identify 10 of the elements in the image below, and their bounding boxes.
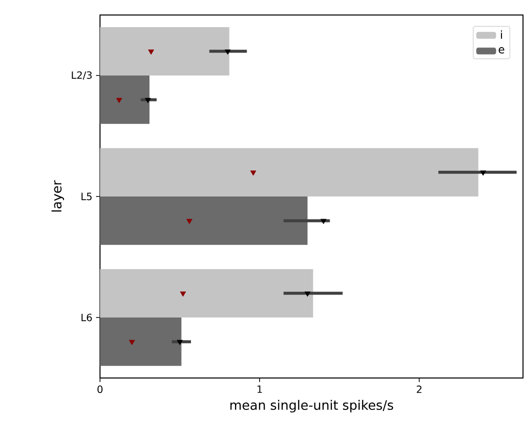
legend-label: i: [500, 30, 502, 39]
legend-label: e: [498, 47, 504, 54]
x-tick-label: 1: [258, 386, 262, 393]
y-tick-label: L2/3: [72, 71, 92, 80]
x-tick-label: 0: [97, 386, 103, 394]
x-tick-label: 2: [416, 386, 422, 393]
y-tick-label: L6: [82, 314, 92, 322]
y-axis-title: layer: [52, 180, 64, 212]
x-axis-title: mean single-unit spikes/s: [230, 400, 394, 412]
y-tick-label: L5: [82, 192, 92, 200]
